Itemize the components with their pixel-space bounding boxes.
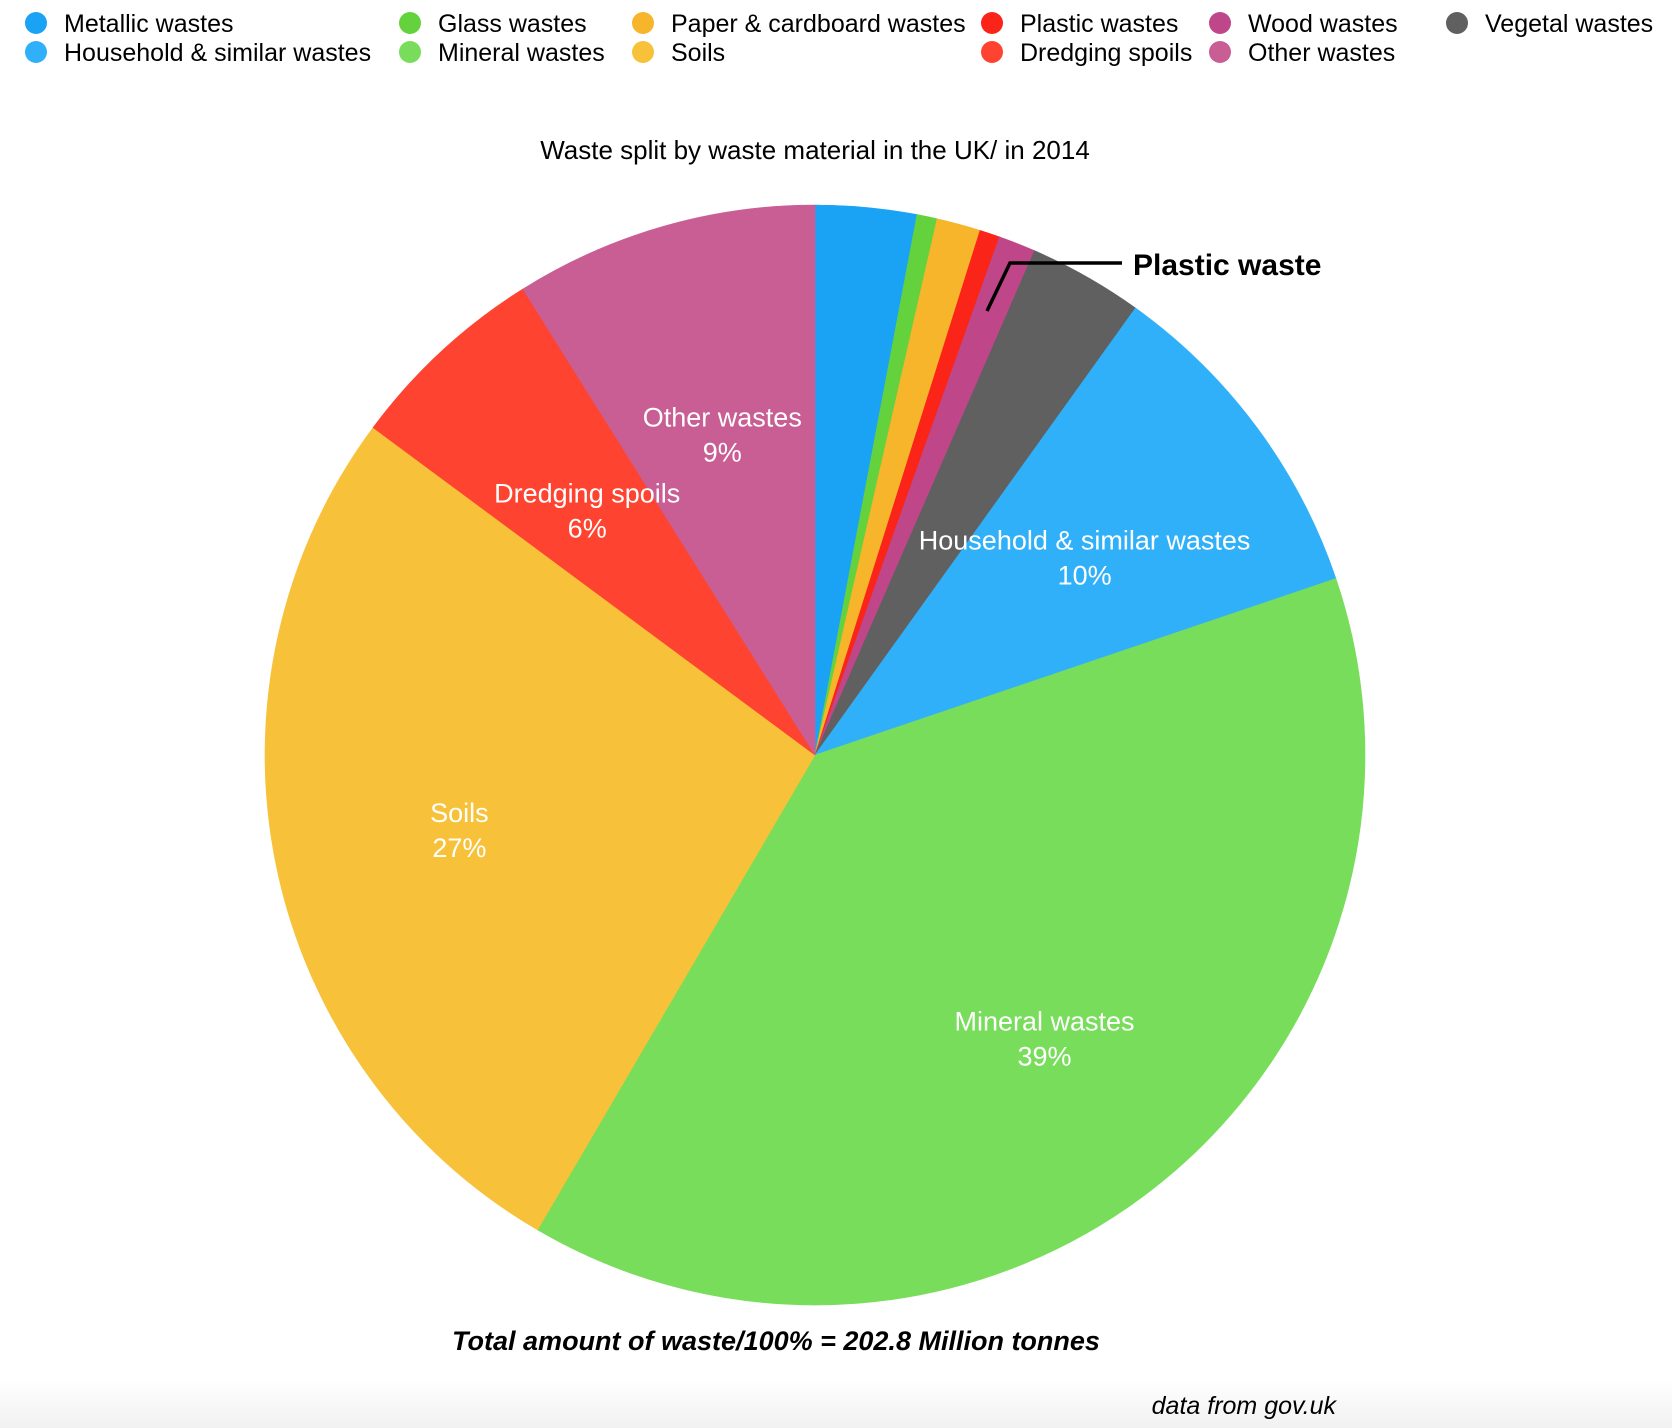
legend-swatch <box>399 41 421 63</box>
legend-swatch <box>1209 12 1231 34</box>
legend-swatch <box>981 12 1003 34</box>
legend-label: Plastic wastes <box>1020 10 1178 38</box>
legend-item-soils: Soils <box>632 39 725 67</box>
slice-label-percent: 10% <box>1058 560 1112 590</box>
slice-label-name: Household & similar wastes <box>919 525 1251 555</box>
slice-label-percent: 9% <box>703 438 742 468</box>
legend-item-dredging-spoils: Dredging spoils <box>981 39 1192 67</box>
legend-label: Vegetal wastes <box>1485 10 1653 38</box>
slice-label-percent: 39% <box>1017 1041 1071 1071</box>
legend-item-metallic-wastes: Metallic wastes <box>25 10 234 38</box>
legend-label: Soils <box>671 39 725 67</box>
slice-label-name: Other wastes <box>643 403 802 433</box>
slice-label-name: Mineral wastes <box>954 1006 1134 1036</box>
legend-label: Other wastes <box>1248 39 1395 67</box>
legend-label: Mineral wastes <box>438 39 605 67</box>
footer-band <box>0 1380 1672 1428</box>
source-note: data from gov.uk <box>1152 1392 1338 1420</box>
annotation-leader-line <box>985 261 1122 312</box>
plastic-annotation: Plastic waste <box>985 249 1321 312</box>
legend-label: Dredging spoils <box>1020 39 1192 67</box>
slice-other-wastes <box>522 204 816 757</box>
legend-swatch <box>25 12 47 34</box>
legend-swatch <box>632 41 654 63</box>
total-note: Total amount of waste/100% = 202.8 Milli… <box>452 1326 1100 1356</box>
slice-labels: Household & similar wastes 10% Mineral was… <box>430 403 1250 1072</box>
legend-label: Wood wastes <box>1248 10 1398 38</box>
slice-mineral-wastes <box>537 578 1366 1306</box>
legend-label: Metallic wastes <box>64 10 234 38</box>
legend-item-wood-wastes: Wood wastes <box>1209 10 1398 38</box>
slice-label-dredging-spoils: Dredging spoils 6% <box>494 479 680 544</box>
slice-label-soils: Soils 27% <box>430 798 489 863</box>
legend-label: Paper & cardboard wastes <box>671 10 966 38</box>
slice-label-other-wastes: Other wastes 9% <box>643 403 802 468</box>
slice-dredging-spoils <box>372 288 816 756</box>
legend-item-glass-wastes: Glass wastes <box>399 10 587 38</box>
legend-item-paper-and-cardboard-wastes: Paper & cardboard wastes <box>632 10 966 38</box>
legend-item-mineral-wastes: Mineral wastes <box>399 39 605 67</box>
slice-label-mineral-wastes: Mineral wastes 39% <box>954 1006 1134 1071</box>
legend-item-household-and-similar-wastes: Household & similar wastes <box>25 39 371 67</box>
chart-title: Waste split by waste material in the UK/… <box>540 135 1090 165</box>
legend-swatch <box>1209 41 1231 63</box>
slice-label-name: Dredging spoils <box>494 479 680 509</box>
legend-item-plastic-wastes: Plastic wastes <box>981 10 1178 38</box>
legend-swatch <box>981 41 1003 63</box>
legend-swatch <box>25 41 47 63</box>
annotation-label: Plastic waste <box>1133 249 1321 282</box>
legend-label: Household & similar wastes <box>64 39 371 67</box>
legend-item-other-wastes: Other wastes <box>1209 39 1395 67</box>
legend-label: Glass wastes <box>438 10 587 38</box>
slice-household-and-similar-wastes <box>814 307 1337 756</box>
slice-label-percent: 6% <box>568 514 607 544</box>
slice-label-household-and-similar-wastes: Household & similar wastes 10% <box>919 525 1251 590</box>
slice-label-name: Soils <box>430 798 489 828</box>
legend-item-vegetal-wastes: Vegetal wastes <box>1446 10 1653 38</box>
slice-label-percent: 27% <box>432 833 486 863</box>
pie-slices <box>264 204 1366 1306</box>
legend-swatch <box>1446 12 1468 34</box>
legend-swatch <box>632 12 654 34</box>
legend-swatch <box>399 12 421 34</box>
slice-soils <box>264 427 816 1231</box>
